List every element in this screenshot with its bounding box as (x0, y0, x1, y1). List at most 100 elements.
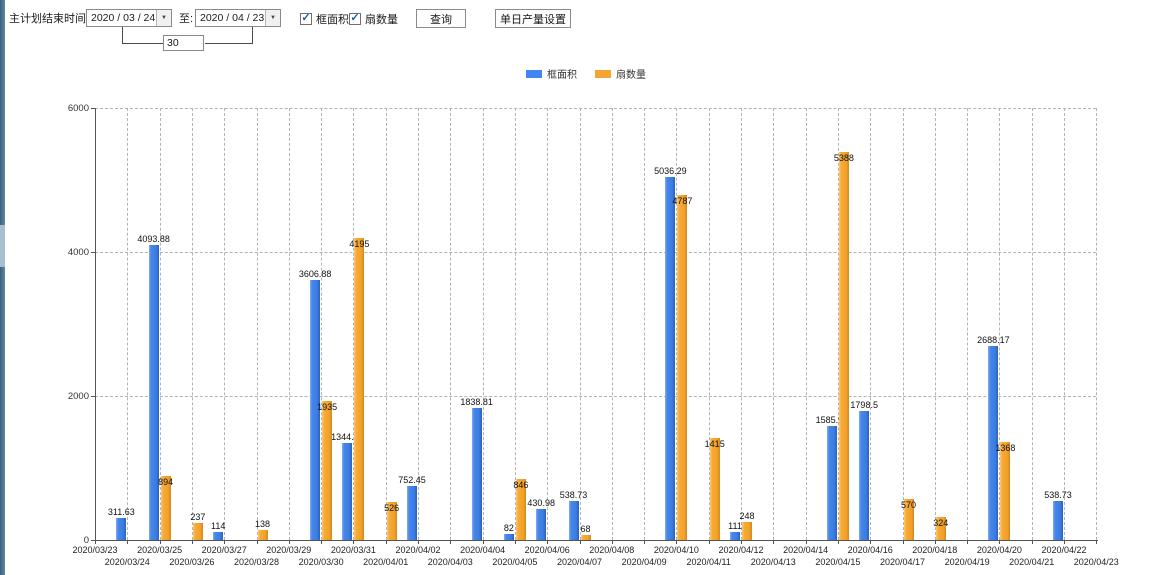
bar-value-label: 111 (728, 521, 742, 531)
checkbox-fan-count-label: 扇数量 (365, 14, 398, 26)
y-axis-label: 4000 (67, 247, 89, 258)
x-axis-label: 2020/03/28 (233, 557, 280, 567)
x-axis-tick (547, 540, 549, 544)
query-button[interactable]: 查询 (416, 9, 466, 28)
gridline (321, 108, 323, 540)
bar-value-label: 324 (933, 517, 949, 528)
bar-fan-count (354, 237, 365, 540)
x-axis-tick (773, 540, 775, 544)
y-axis-tick (91, 540, 95, 541)
bar-value-label: 1798.5 (850, 399, 878, 410)
gridline (159, 108, 161, 540)
legend-swatch-orange (595, 69, 611, 78)
bar-frame-area (471, 407, 482, 540)
x-axis-tick (870, 540, 872, 544)
gridline (95, 396, 1097, 397)
gridline (773, 108, 775, 540)
x-axis-tick (450, 540, 452, 544)
chevron-down-icon[interactable]: ▼ (265, 10, 280, 26)
gridline (385, 108, 387, 540)
bar-frame-area (665, 177, 676, 540)
x-axis-tick (1064, 540, 1065, 544)
x-axis-label: 2020/03/31 (330, 545, 376, 555)
date-to-picker[interactable]: 2020 / 04 / 23 ▼ (195, 9, 281, 27)
bar-value-label: 2688.17 (977, 335, 1010, 346)
interval-days-input[interactable]: 30 (163, 35, 204, 51)
gridline (999, 108, 1001, 540)
gridline (708, 108, 710, 540)
bar-frame-area (1053, 501, 1063, 540)
x-axis-label: 2020/04/08 (589, 545, 635, 555)
checkbox-fan-count[interactable]: ✓ 扇数量 (349, 11, 398, 27)
legend-label: 框面积 (547, 70, 577, 81)
gridline (934, 108, 936, 540)
bar-frame-area (568, 501, 579, 540)
bar-value-label: 82 (503, 523, 514, 534)
x-axis-tick (967, 540, 969, 544)
x-axis-tick (288, 540, 290, 544)
bar-value-label: 237 (190, 511, 206, 522)
x-axis-label: 2020/04/01 (363, 557, 409, 567)
bar-frame-area (213, 531, 224, 540)
x-axis-label: 2020/04/17 (879, 557, 926, 567)
date-from-value: 2020 / 03 / 24 (91, 12, 156, 24)
x-axis-tick (805, 540, 807, 544)
bar-frame-area (148, 245, 159, 540)
x-axis-tick (644, 540, 646, 544)
x-axis-label: 2020/04/15 (815, 557, 861, 567)
bar-fan-count (580, 535, 591, 540)
gridline (1031, 108, 1033, 540)
x-axis-label: 2020/03/23 (72, 545, 118, 555)
bar-value-label: 894 (158, 476, 174, 487)
bar-value-label: 846 (513, 480, 529, 491)
bar-fan-count (742, 522, 752, 540)
x-axis-label: 2020/03/30 (298, 557, 344, 567)
x-axis-label: 2020/03/24 (104, 557, 150, 567)
gridline (870, 108, 872, 540)
connector-line (205, 43, 253, 44)
x-axis-label: 2020/04/11 (686, 557, 731, 567)
x-axis-tick (902, 540, 904, 544)
gridline (256, 108, 258, 540)
window-edge-strip (0, 0, 5, 575)
x-axis-tick (1031, 540, 1033, 544)
bar-frame-area (859, 410, 870, 540)
x-axis-tick (514, 540, 516, 544)
bar-value-label: 570 (900, 499, 917, 510)
x-axis (95, 540, 1099, 541)
x-axis-tick (418, 540, 419, 544)
chart-legend: 框面积 扇数量 (526, 66, 646, 81)
x-axis-tick (321, 540, 323, 544)
x-axis-tick (837, 540, 839, 544)
x-axis-label: 2020/04/22 (1041, 545, 1087, 555)
y-axis-tick (91, 108, 95, 109)
bar-value-label: 1368 (995, 442, 1016, 453)
bar-frame-area (116, 517, 127, 540)
x-axis-label: 2020/04/18 (912, 545, 958, 555)
gridline (644, 108, 646, 540)
x-axis-tick (95, 540, 96, 544)
gridline (127, 108, 129, 540)
bar-frame-area (536, 508, 547, 540)
bar-value-label: 430.98 (527, 497, 555, 508)
date-from-picker[interactable]: 2020 / 03 / 24 ▼ (86, 9, 172, 27)
x-axis-label: 2020/04/04 (460, 545, 506, 555)
x-axis-tick (159, 540, 161, 544)
splitter-handle[interactable] (0, 225, 5, 267)
bar-value-label: 5388 (833, 153, 854, 164)
x-axis-label: 2020/04/02 (395, 545, 441, 555)
checkbox-frame-area[interactable]: ✓ 框面积 (300, 11, 349, 27)
gridline (1096, 108, 1098, 540)
y-axis (95, 108, 96, 541)
bar-fan-count (709, 438, 720, 540)
x-axis-tick (999, 540, 1001, 544)
bar-value-label: 538.73 (559, 490, 588, 501)
bar-frame-area (988, 346, 999, 540)
chevron-down-icon[interactable]: ▼ (156, 10, 171, 26)
connector-line (122, 43, 163, 44)
gridline (579, 108, 581, 540)
daily-output-settings-button[interactable]: 单日产量设置 (495, 9, 571, 28)
bar-fan-count (1000, 441, 1011, 540)
y-axis-label: 0 (83, 535, 89, 546)
gridline (902, 108, 904, 540)
